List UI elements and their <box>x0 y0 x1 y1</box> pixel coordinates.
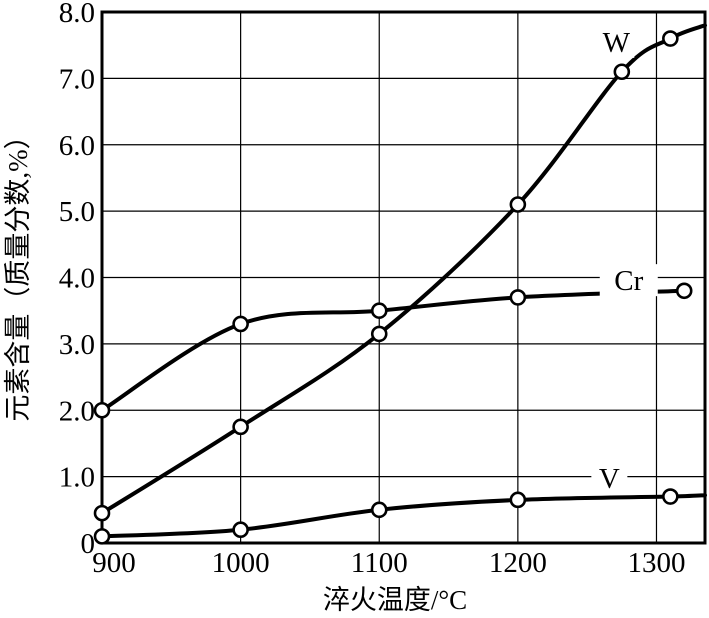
data-point-Cr <box>370 302 388 319</box>
data-point-V <box>509 491 527 509</box>
data-point-Cr <box>232 315 249 333</box>
y-tick-label: 0 <box>81 528 96 560</box>
x-tick-label: 1200 <box>489 547 547 579</box>
data-point-W <box>613 63 631 81</box>
y-tick-label: 5.0 <box>59 196 95 228</box>
label-mask-Cr <box>599 264 658 297</box>
y-tick-label: 4.0 <box>59 263 95 295</box>
curve-Cr <box>100 288 687 413</box>
data-point-V <box>232 521 249 539</box>
series-label-Cr: Cr <box>614 265 643 297</box>
x-axis-title: 淬火温度/°C <box>323 585 467 615</box>
y-tick-label: 2.0 <box>59 395 95 427</box>
x-tick-label: 900 <box>92 547 136 579</box>
label-mask-W <box>598 25 635 58</box>
data-point-Cr <box>675 282 693 300</box>
x-tick-label: 1300 <box>627 547 685 579</box>
label-mask-V <box>591 461 628 494</box>
data-point-W <box>370 325 388 343</box>
x-tick-label: 1100 <box>351 547 408 579</box>
plot-frame <box>100 10 707 545</box>
data-point-Cr <box>93 401 111 419</box>
data-point-W <box>232 418 249 436</box>
chart-generated-content: W Cr V 0 1.0 2.0 3.0 4.0 5.0 6.0 7.0 8.0 900 1000 1100… <box>59 0 707 579</box>
data-point-Cr <box>509 289 527 306</box>
y-tick-label: 8.0 <box>59 0 95 29</box>
data-point-W <box>662 30 679 47</box>
x-tick-label: 1000 <box>212 547 270 579</box>
data-point-W <box>509 196 527 213</box>
series-label-W: W <box>603 27 631 59</box>
y-axis-title: 元素含量（质量分数,%） <box>3 122 33 421</box>
curve-V <box>100 493 707 539</box>
y-tick-label: 1.0 <box>59 462 95 494</box>
data-point-V <box>370 501 388 519</box>
series-label-V: V <box>599 463 620 495</box>
data-point-W <box>93 504 111 522</box>
data-point-V <box>662 488 679 505</box>
y-tick-label: 6.0 <box>59 130 95 162</box>
data-point-V <box>93 528 111 545</box>
y-tick-label: 7.0 <box>59 63 95 95</box>
y-tick-label: 3.0 <box>59 329 95 361</box>
